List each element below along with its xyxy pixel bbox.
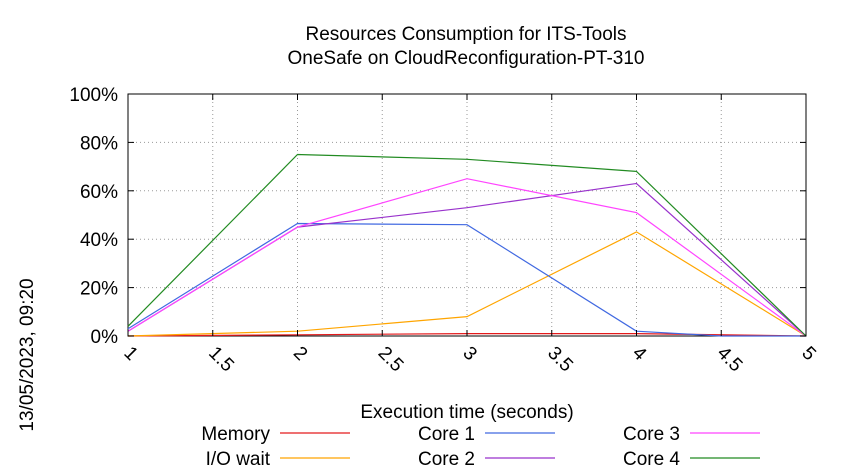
legend-item: Core 4	[623, 449, 760, 470]
x-tick-label: 4.5	[713, 343, 747, 377]
legend-item: Memory	[201, 424, 350, 445]
series-lines	[127, 153, 807, 337]
legend-label: Memory	[201, 424, 270, 445]
x-tick-label: 2.5	[374, 343, 408, 377]
legend-label: Core 2	[418, 449, 475, 470]
grid-lines	[128, 94, 806, 336]
legend-item: Core 1	[418, 424, 555, 445]
x-tick-label: 4	[628, 343, 651, 366]
y-tick-label: 40%	[80, 230, 118, 251]
legend-item: I/O wait	[206, 449, 350, 470]
x-tick-label: 2	[289, 343, 311, 365]
y-tick-label: 0%	[91, 327, 119, 348]
x-axis-label: Execution time (seconds)	[360, 402, 573, 423]
legend: Memory I/O wait Core 1 Core 2 Core 3 Core 4	[201, 424, 760, 470]
legend-label: Core 4	[623, 449, 680, 470]
legend-item: Core 2	[418, 449, 555, 470]
y-tick-label: 100%	[69, 85, 118, 106]
chart-title: Resources Consumption for ITS-Tools	[305, 24, 626, 45]
y-tick-label: 80%	[80, 133, 118, 154]
y-axis-ticks: 0% 20% 40% 60% 80% 100%	[69, 85, 806, 348]
legend-label: I/O wait	[206, 449, 271, 470]
x-tick-label: 1.5	[204, 343, 238, 377]
y-tick-label: 60%	[80, 182, 118, 203]
legend-item: Core 3	[623, 424, 760, 445]
legend-label: Core 3	[623, 424, 680, 445]
series-line-core-4	[127, 153, 807, 337]
x-tick-label: 3.5	[543, 343, 577, 377]
series-line-core-3	[127, 178, 807, 337]
y-tick-label: 20%	[80, 279, 118, 300]
series-line-core-1	[127, 222, 806, 337]
chart-subtitle: OneSafe on CloudReconfiguration-PT-310	[287, 48, 644, 69]
x-tick-label: 1	[119, 343, 141, 365]
x-tick-label: 5	[797, 343, 819, 365]
x-tick-label: 3	[458, 343, 480, 365]
timestamp-label: 13/05/2023, 09:20	[17, 278, 38, 431]
legend-label: Core 1	[418, 424, 475, 445]
series-line-i-o-wait	[127, 231, 807, 337]
